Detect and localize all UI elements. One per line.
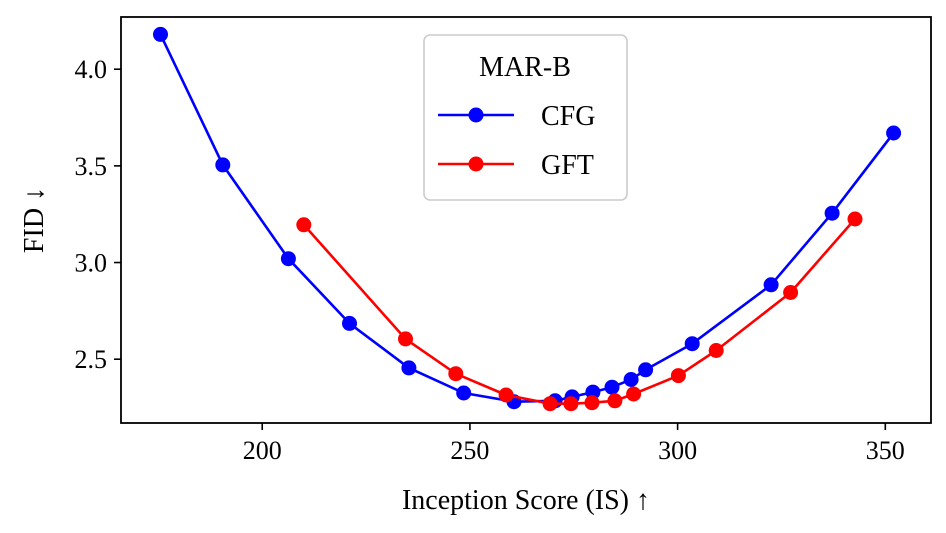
legend-title: MAR-B xyxy=(479,52,571,83)
x-tick-label: 350 xyxy=(866,436,905,465)
data-point-gft xyxy=(709,343,724,358)
x-axis-label: Inception Score (IS) ↑ xyxy=(402,485,650,516)
y-axis-label: FID ↓ xyxy=(19,187,50,253)
legend-gft-label: GFT xyxy=(541,150,594,181)
data-point-gft xyxy=(563,396,578,411)
data-point-cfg xyxy=(886,126,901,141)
data-point-gft xyxy=(626,387,641,402)
data-point-cfg xyxy=(281,251,296,266)
y-tick-label: 4.0 xyxy=(75,55,108,84)
data-point-gft xyxy=(671,368,686,383)
data-point-gft xyxy=(296,217,311,232)
x-tick-label: 250 xyxy=(450,436,489,465)
y-tick-label: 2.5 xyxy=(75,345,108,374)
data-point-cfg xyxy=(764,277,779,292)
data-point-cfg xyxy=(401,360,416,375)
legend-cfg-label: CFG xyxy=(541,101,595,132)
data-point-cfg xyxy=(685,336,700,351)
data-point-cfg xyxy=(825,206,840,221)
data-point-gft xyxy=(448,366,463,381)
x-tick-label: 200 xyxy=(243,436,282,465)
data-point-gft xyxy=(848,212,863,227)
series-line-gft xyxy=(304,219,855,404)
legend-cfg-marker xyxy=(469,108,484,123)
y-tick-label: 3.0 xyxy=(75,249,108,278)
legend-gft-marker xyxy=(469,157,484,172)
chart: 200 250 300 350 2.5 3.0 3.5 4.0 Inception Score… xyxy=(0,0,946,533)
x-tick-label: 300 xyxy=(658,436,697,465)
data-point-cfg xyxy=(342,316,357,331)
data-point-cfg xyxy=(153,27,168,42)
data-point-cfg xyxy=(624,372,639,387)
data-point-gft xyxy=(607,393,622,408)
data-point-gft xyxy=(543,396,558,411)
data-point-cfg xyxy=(456,386,471,401)
legend: MAR-B CFG GFT xyxy=(424,35,627,200)
data-point-gft xyxy=(783,285,798,300)
data-point-cfg xyxy=(605,380,620,395)
data-point-gft xyxy=(398,331,413,346)
y-tick-label: 3.5 xyxy=(75,152,108,181)
data-point-cfg xyxy=(638,362,653,377)
data-point-gft xyxy=(585,395,600,410)
data-point-gft xyxy=(499,388,514,403)
data-point-cfg xyxy=(215,157,230,172)
